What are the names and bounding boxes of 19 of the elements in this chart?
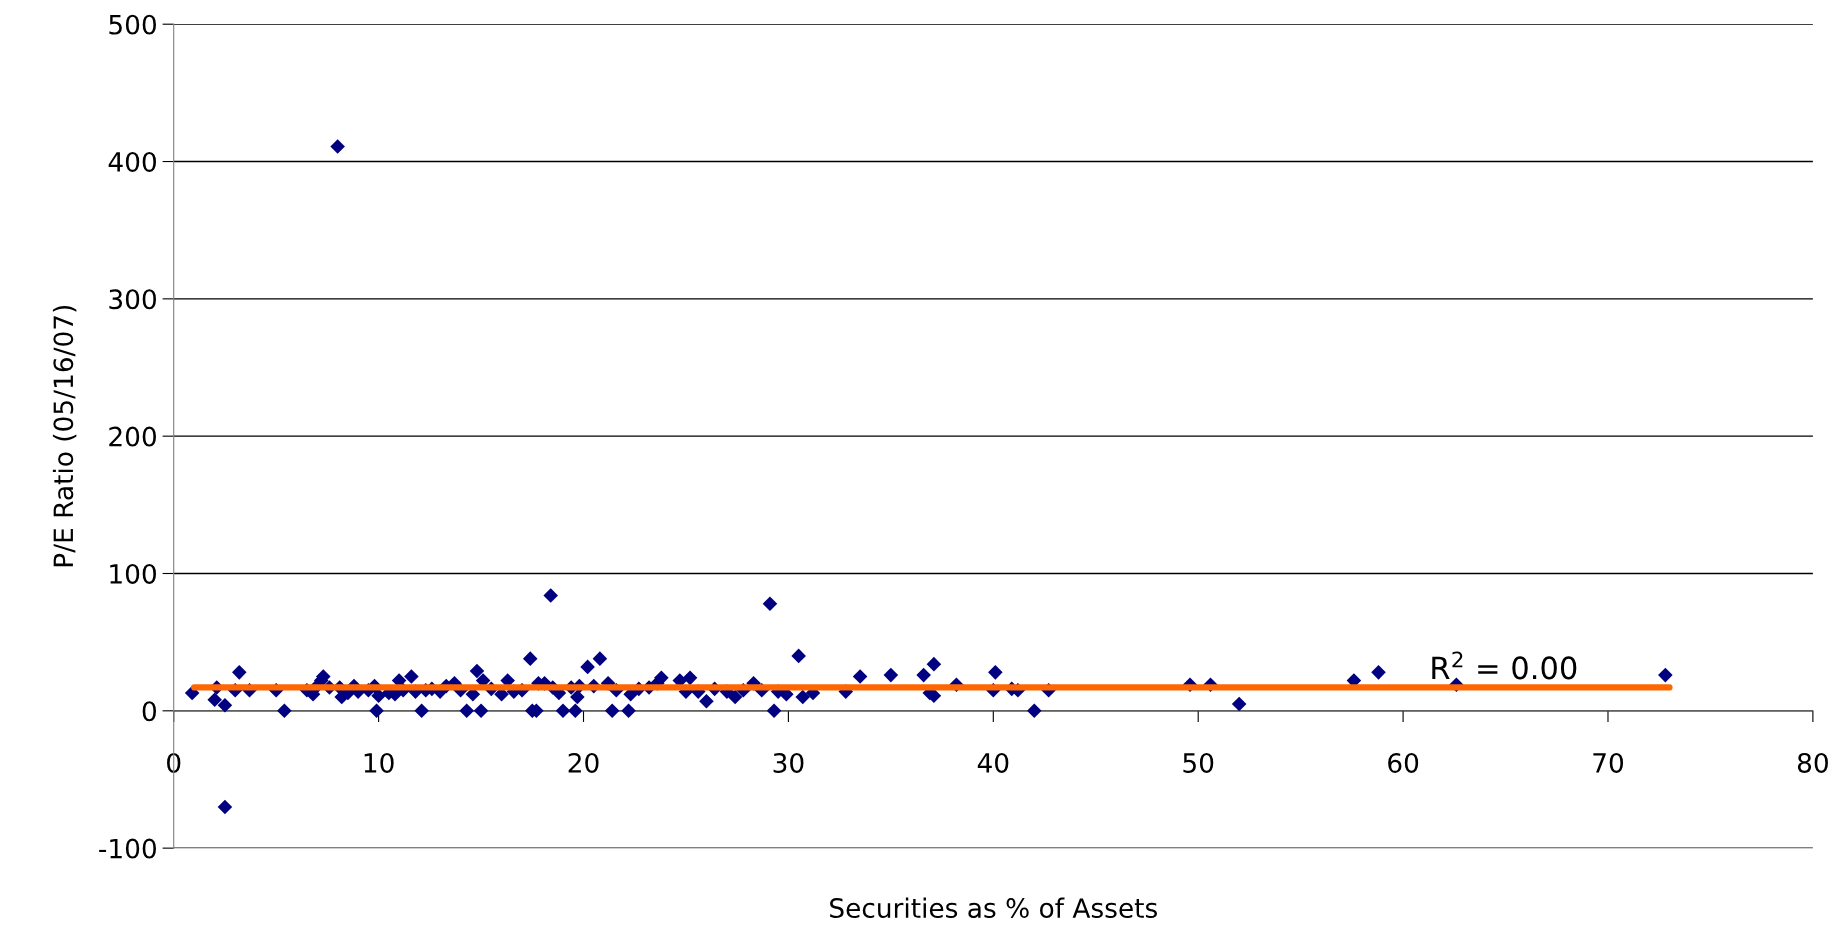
y-tick-label: 100 <box>110 563 156 584</box>
y-tick-label: 500 <box>109 14 156 35</box>
y-tick-label: 400 <box>108 151 156 172</box>
x-tick-label: 40 <box>977 752 1009 773</box>
y-tick-label: 300 <box>109 289 156 310</box>
annotation: R$^{2}$ = 0.00 <box>1432 651 1577 680</box>
x-axis-title: Securities as % of Assets <box>830 897 1157 918</box>
y-axis-title: P/E Ratio (05/16/07) <box>52 305 77 567</box>
y-tick-label: -100 <box>99 838 156 859</box>
y-tick-label: 200 <box>109 426 156 447</box>
x-tick-label: 30 <box>773 752 804 773</box>
x-tick-label: 70 <box>1593 752 1624 773</box>
x-tick-label: 10 <box>364 752 394 773</box>
x-tick-label: 80 <box>1797 752 1828 773</box>
x-tick-label: 20 <box>568 752 599 773</box>
x-tick-label: 0 <box>167 752 181 773</box>
y-tick-label: 0 <box>142 701 156 722</box>
x-tick-label: 50 <box>1183 752 1214 773</box>
x-tick-label: 60 <box>1388 752 1419 773</box>
